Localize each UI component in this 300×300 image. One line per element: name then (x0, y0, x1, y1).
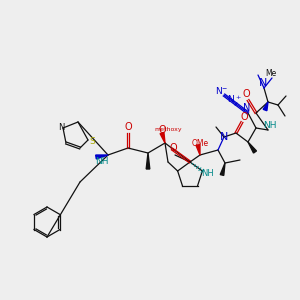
Polygon shape (220, 163, 225, 175)
Polygon shape (146, 153, 150, 169)
Text: N: N (243, 103, 251, 113)
Text: N: N (58, 122, 64, 131)
Polygon shape (248, 142, 256, 153)
Text: O: O (158, 125, 166, 135)
Polygon shape (263, 102, 268, 111)
Text: methoxy: methoxy (154, 128, 182, 133)
Text: O: O (169, 143, 177, 153)
Text: Me: Me (266, 68, 277, 77)
Text: N$^+$: N$^+$ (227, 93, 241, 105)
Text: N: N (220, 132, 228, 142)
Polygon shape (196, 145, 200, 155)
Text: NH: NH (95, 157, 109, 166)
Text: NH: NH (201, 169, 214, 178)
Text: N$^{-}$: N$^{-}$ (215, 85, 229, 95)
Polygon shape (160, 132, 165, 143)
Text: NH: NH (263, 122, 277, 130)
Polygon shape (96, 155, 108, 159)
Text: O: O (124, 122, 132, 132)
Text: OMe: OMe (191, 139, 208, 148)
Text: O: O (240, 112, 248, 122)
Text: S: S (89, 136, 95, 146)
Text: N: N (259, 78, 267, 88)
Text: O: O (242, 89, 250, 99)
